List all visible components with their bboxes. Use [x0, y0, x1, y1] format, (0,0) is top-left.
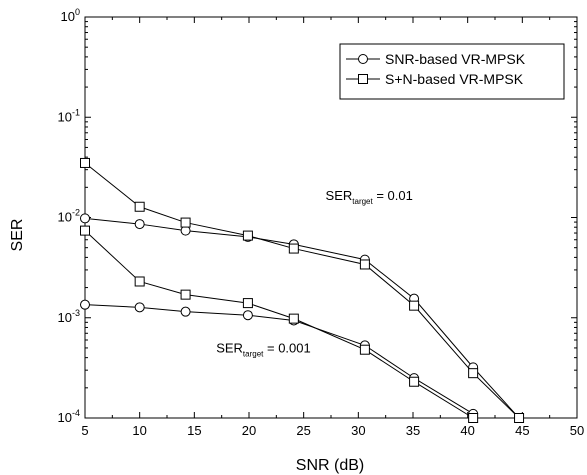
x-tick-label: 5	[81, 423, 88, 438]
legend-entry-1: SNR-based VR-MPSK	[346, 51, 526, 67]
square-point	[134, 201, 145, 212]
circle-point	[180, 306, 191, 317]
annotation-ser-target-1: SERtarget = 0.01	[326, 188, 413, 206]
square-point	[468, 368, 479, 379]
series-line-2	[84, 162, 520, 419]
y-tick-label: 10-1	[58, 107, 80, 124]
x-tick-label: 20	[242, 423, 256, 438]
legend-box	[339, 43, 565, 100]
series-line-1	[84, 217, 520, 419]
legend-label-1: SNR-based VR-MPSK	[385, 51, 526, 67]
series-line-3	[84, 304, 474, 415]
square-point	[514, 413, 525, 423]
x-tick-label: 45	[515, 423, 529, 438]
legend: SNR-based VR-MPSK S+N-based VR-MPSK	[339, 43, 565, 100]
y-tick-label: 10-2	[58, 208, 80, 225]
square-point	[468, 413, 479, 423]
series-group	[80, 157, 525, 423]
x-tick-label: 25	[296, 423, 310, 438]
x-tick-label: 10	[132, 423, 146, 438]
legend-circle-marker	[358, 54, 368, 64]
y-tick-label: 100	[61, 7, 80, 24]
x-tick-label: 40	[460, 423, 474, 438]
square-point	[80, 157, 90, 168]
x-axis-title: SNR (dB)	[296, 457, 364, 474]
square-point	[242, 298, 253, 309]
x-tick-label: 15	[187, 423, 201, 438]
y-tick-label: 10-4	[58, 408, 80, 425]
square-point	[288, 313, 299, 324]
circle-point	[80, 213, 90, 224]
square-point	[288, 243, 299, 254]
square-point	[180, 289, 191, 300]
legend-entry-2: S+N-based VR-MPSK	[346, 71, 524, 87]
circle-point	[134, 219, 145, 230]
y-tick-label: 10-3	[58, 308, 80, 325]
square-point	[359, 259, 370, 270]
y-axis-title: SER	[9, 219, 26, 252]
legend-square-marker	[358, 74, 368, 84]
annotation-ser-target-2: SERtarget = 0.001	[216, 341, 311, 359]
x-tick-label: 30	[351, 423, 365, 438]
square-point	[242, 230, 253, 241]
annotations: SERtarget = 0.01 SERtarget = 0.001	[216, 188, 413, 359]
square-point	[180, 217, 191, 228]
square-point	[409, 376, 420, 387]
square-point	[134, 276, 145, 287]
square-point	[409, 300, 420, 311]
series-line-4	[84, 230, 474, 419]
circle-point	[80, 299, 90, 310]
circle-point	[134, 302, 145, 313]
x-tick-label: 50	[570, 423, 584, 438]
legend-label-2: S+N-based VR-MPSK	[385, 71, 524, 87]
square-point	[80, 225, 90, 236]
x-tick-label: 35	[406, 423, 420, 438]
square-point	[359, 344, 370, 355]
circle-point	[242, 310, 253, 321]
